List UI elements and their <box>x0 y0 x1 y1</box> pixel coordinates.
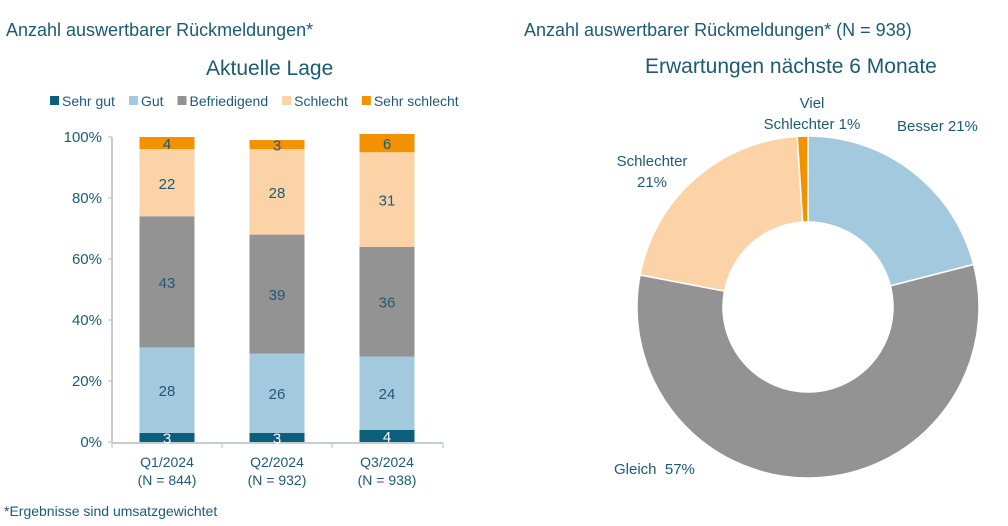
x-tick-sublabel: (N = 932) <box>248 472 307 488</box>
footnote: *Ergebnisse sind umsatzgewichtet <box>4 503 218 519</box>
legend-swatch <box>128 96 138 105</box>
bar-segment <box>139 149 195 217</box>
y-tick-label: 20% <box>72 373 102 390</box>
y-tick-label: 80% <box>72 190 102 207</box>
legend-swatch <box>282 96 292 105</box>
data-label: 28 <box>269 185 286 202</box>
bar-segment <box>139 137 195 150</box>
bar-segment <box>359 246 415 357</box>
y-tick-label: 0% <box>80 434 102 451</box>
donut-slice <box>636 263 980 479</box>
slice-label: Besser 21% <box>897 118 978 135</box>
bar-segment <box>249 234 305 354</box>
bar-segment <box>139 432 195 442</box>
legend-label: Sehr schlecht <box>374 93 459 109</box>
slice-label: Viel Schlechter 1% <box>764 95 861 133</box>
legend-swatch <box>177 96 187 105</box>
data-label: 39 <box>269 287 286 304</box>
x-tick-label: Q2/2024 <box>250 454 304 470</box>
data-label: 36 <box>379 295 396 312</box>
y-tick-label: 60% <box>72 251 102 268</box>
data-label: 31 <box>379 193 396 210</box>
data-label: 6 <box>383 136 391 153</box>
right-header: Anzahl auswertbarer Rückmeldungen* (N = … <box>524 20 912 40</box>
data-label: 3 <box>163 430 171 447</box>
legend-label: Gut <box>141 93 164 109</box>
bar-segment <box>359 152 415 247</box>
bar-segment <box>139 216 195 348</box>
x-tick-label: Q1/2024 <box>140 454 194 470</box>
bar-segment <box>249 353 305 433</box>
y-tick-label: 100% <box>64 129 102 146</box>
x-tick-label: Q3/2024 <box>360 454 414 470</box>
left-header: Anzahl auswertbarer Rückmeldungen* <box>6 20 314 40</box>
bar-segment <box>359 133 415 153</box>
data-label: 3 <box>273 430 281 447</box>
slice-label: Gleich 57% <box>614 461 695 478</box>
legend-label: Schlecht <box>294 93 348 109</box>
legend-label: Sehr gut <box>62 93 115 109</box>
legend-swatch <box>50 96 59 105</box>
bar-segment <box>249 149 305 235</box>
slice-label: Schlechter 21% <box>617 153 688 191</box>
donut-slice <box>796 135 809 223</box>
bar-segment <box>359 356 415 430</box>
pie-chart-title: Erwartungen nächste 6 Monate <box>645 55 937 78</box>
x-tick-sublabel: (N = 844) <box>138 472 197 488</box>
x-tick-sublabel: (N = 938) <box>358 472 417 488</box>
data-label: 4 <box>163 136 171 153</box>
donut-slice <box>639 135 804 292</box>
bar-segment <box>139 347 195 433</box>
data-label: 4 <box>383 429 391 446</box>
data-label: 28 <box>159 383 176 400</box>
bar-segment <box>249 432 305 442</box>
data-label: 22 <box>159 176 176 193</box>
data-label: 3 <box>273 138 281 155</box>
data-label: 24 <box>379 386 396 403</box>
data-label: 43 <box>159 275 176 292</box>
bar-segment <box>249 140 305 150</box>
bar-chart-title: Aktuelle Lage <box>206 57 334 80</box>
y-tick-label: 40% <box>72 312 102 329</box>
legend-swatch <box>361 96 371 105</box>
bar-segment <box>359 429 415 442</box>
data-label: 26 <box>269 386 286 403</box>
legend-label: Befriedigend <box>190 93 269 109</box>
donut-slice <box>807 135 975 287</box>
